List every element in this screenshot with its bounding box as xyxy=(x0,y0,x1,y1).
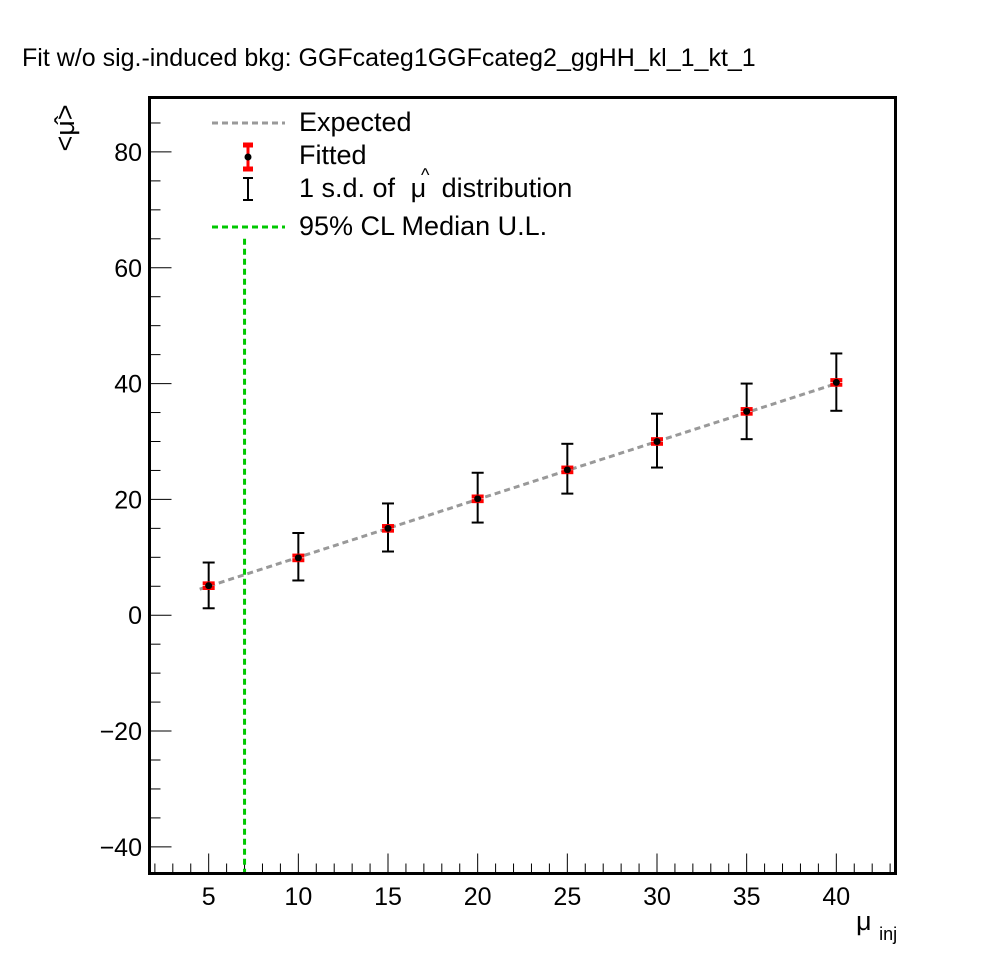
expected-line xyxy=(199,382,837,591)
y-axis-label: <μ̂> xyxy=(50,104,80,151)
legend-sd-hat: ^ xyxy=(421,165,430,185)
legend-sd-label: 1 s.d. of μ distribution xyxy=(299,173,572,203)
expected-line-segment xyxy=(199,382,837,591)
fitted-point xyxy=(382,524,395,533)
y-tick-label: 20 xyxy=(114,486,142,514)
x-axis-label-sub: inj xyxy=(879,924,897,944)
x-tick-label: 35 xyxy=(733,883,761,911)
legend-fitted-swatch xyxy=(243,142,253,172)
fitted-point xyxy=(830,378,843,387)
x-tick-label: 20 xyxy=(464,883,492,911)
y-tick-labels: −40 −20 0 20 40 60 80 xyxy=(100,139,142,862)
x-tick-label: 15 xyxy=(374,883,402,911)
legend-expected-label: Expected xyxy=(299,107,412,137)
y-tick-label: 60 xyxy=(114,255,142,283)
legend-sd-mu-symbol: μ xyxy=(411,173,427,203)
fitted-point xyxy=(292,553,305,563)
y-tick-label: 80 xyxy=(114,139,142,167)
fitted-point xyxy=(202,581,215,591)
x-tick-label: 40 xyxy=(822,883,850,911)
x-tick-label: 5 xyxy=(202,883,216,911)
legend-fitted-label: Fitted xyxy=(299,140,367,170)
x-tick-label: 30 xyxy=(643,883,671,911)
sd-error-bars xyxy=(202,352,843,610)
y-tick-label: −20 xyxy=(100,718,142,746)
x-tick-labels: 5 10 15 20 25 30 35 40 xyxy=(202,883,851,911)
x-tick-label: 25 xyxy=(553,883,581,911)
fitted-point xyxy=(471,494,484,504)
x-tick-label: 10 xyxy=(284,883,312,911)
chart-title: Fit w/o sig.-induced bkg: GGFcateg1GGFca… xyxy=(22,44,756,72)
fitted-point xyxy=(740,407,753,416)
legend: Expected Fitted 1 s.d. of μ distribution… xyxy=(212,107,572,241)
y-tick-label: 40 xyxy=(114,371,142,399)
fitted-point xyxy=(561,465,574,475)
legend-sd-swatch xyxy=(243,177,253,201)
fitted-point xyxy=(650,437,663,446)
fitted-points xyxy=(202,378,843,591)
x-axis-label-main: μ xyxy=(856,906,872,936)
plot-frame xyxy=(148,96,897,875)
legend-median-label: 95% CL Median U.L. xyxy=(299,211,547,241)
x-axis-label: μ inj xyxy=(856,906,897,944)
y-tick-label: −40 xyxy=(100,834,142,862)
y-tick-label: 0 xyxy=(128,602,142,630)
